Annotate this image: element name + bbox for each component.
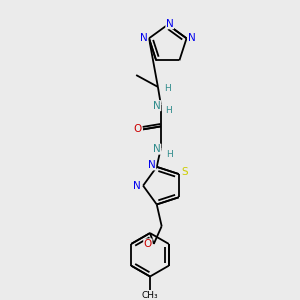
Text: N: N: [166, 19, 174, 29]
Text: H: H: [165, 106, 172, 115]
Text: N: N: [133, 181, 141, 191]
Text: N: N: [153, 101, 161, 111]
Text: N: N: [153, 144, 161, 154]
Text: O: O: [144, 239, 152, 249]
Text: O: O: [133, 124, 141, 134]
Text: N: N: [148, 160, 156, 170]
Text: S: S: [182, 167, 188, 177]
Text: CH₃: CH₃: [142, 291, 158, 300]
Text: N: N: [140, 33, 148, 43]
Text: H: H: [164, 84, 171, 93]
Text: H: H: [167, 150, 173, 159]
Text: N: N: [188, 33, 195, 43]
